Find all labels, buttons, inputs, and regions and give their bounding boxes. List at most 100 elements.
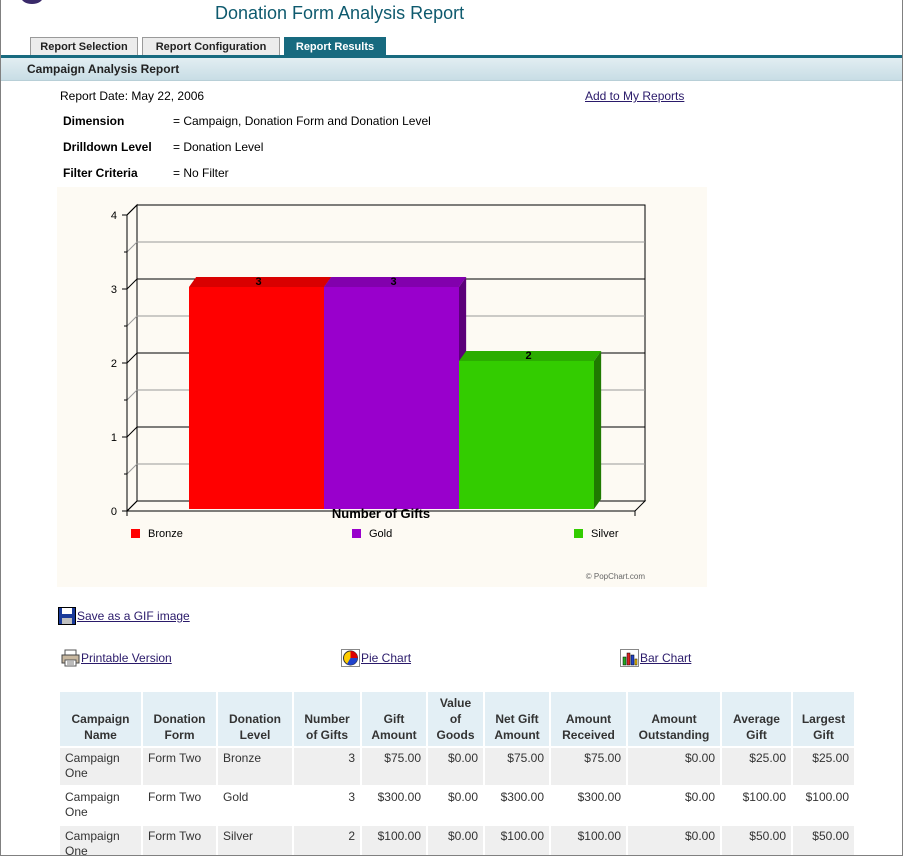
cell-form: Form Two	[143, 826, 216, 855]
data-label: 3	[390, 276, 396, 288]
x-axis-label: Number of Gifts	[332, 506, 430, 521]
header-line: Average	[733, 712, 780, 726]
results-table: Campaign Name Donation Form Donation Level …	[58, 692, 856, 855]
bar-chart-link[interactable]: Bar Chart	[620, 649, 691, 667]
bar-top-silver	[459, 351, 602, 361]
save-gif-label[interactable]: Save as a GIF image	[77, 609, 190, 623]
header-line: of Gifts	[306, 728, 348, 742]
bar-gold	[324, 287, 459, 509]
pie-chart-label[interactable]: Pie Chart	[361, 651, 412, 665]
col-average-gift[interactable]: Average Gift	[722, 692, 791, 748]
cell-level: Gold	[218, 787, 292, 826]
cell-outstanding: $0.00	[628, 826, 720, 855]
tab-report-selection[interactable]: Report Selection	[30, 37, 138, 55]
cell-form: Form Two	[143, 748, 216, 787]
data-label: 3	[255, 276, 261, 288]
col-amount-received[interactable]: Amount Received	[551, 692, 626, 748]
cell-gift-amount: $75.00	[362, 748, 426, 787]
filter-value: = No Filter	[173, 166, 229, 180]
col-donation-level[interactable]: Donation Level	[218, 692, 292, 748]
y-tick-label: 0	[111, 506, 117, 518]
cell-gift-amount: $300.00	[362, 787, 426, 826]
header-line: Received	[562, 728, 615, 742]
printable-version-label[interactable]: Printable Version	[81, 651, 172, 665]
cell-level: Silver	[218, 826, 292, 855]
chart-watermark: © PopChart.com	[586, 572, 646, 581]
grid-line-depth	[126, 389, 138, 401]
pie-chart-link[interactable]: Pie Chart	[341, 649, 411, 667]
printable-version-link[interactable]: Printable Version	[61, 649, 172, 667]
col-campaign-name[interactable]: Campaign Name	[60, 692, 141, 748]
grid-line-depth	[126, 463, 138, 475]
col-largest-gift[interactable]: Largest Gift	[793, 692, 854, 748]
tab-underline	[1, 55, 902, 58]
logo-icon	[21, 0, 43, 4]
y-tick-label: 4	[111, 210, 117, 222]
cell-goods: $0.00	[428, 826, 483, 855]
cell-goods: $0.00	[428, 787, 483, 826]
col-net-gift-amount[interactable]: Net Gift Amount	[485, 692, 549, 748]
cell-average: $100.00	[722, 787, 791, 826]
cell-net: $75.00	[485, 748, 549, 787]
y-tick-label: 1	[111, 432, 117, 444]
y-tick-label: 3	[111, 284, 117, 296]
legend-label-gold: Gold	[369, 528, 392, 540]
page-title: Donation Form Analysis Report	[215, 3, 465, 23]
bar-top-gold	[324, 277, 467, 287]
tab-report-results[interactable]: Report Results	[284, 37, 386, 55]
col-number-of-gifts[interactable]: Number of Gifts	[294, 692, 360, 748]
table-row: Campaign One Form Two Gold 3 $300.00 $0.…	[60, 787, 854, 826]
filter-label: Filter Criteria	[63, 166, 138, 180]
header-line: Donation	[153, 712, 206, 726]
header-line: Gift	[813, 728, 834, 742]
header-line: Largest	[801, 712, 846, 726]
bar-top-bronze	[189, 277, 332, 287]
report-date: Report Date: May 22, 2006	[60, 89, 204, 103]
cell-goods: $0.00	[428, 748, 483, 787]
tab-report-configuration[interactable]: Report Configuration	[142, 37, 280, 55]
section-title: Campaign Analysis Report	[27, 62, 180, 76]
header-line: Goods	[436, 728, 475, 742]
dimension-label: Dimension	[63, 114, 125, 128]
legend-swatch-silver	[574, 529, 583, 538]
add-to-my-reports-link[interactable]: Add to My Reports	[585, 89, 685, 103]
report-date-value: May 22, 2006	[131, 89, 205, 103]
grid-line-depth	[126, 352, 138, 364]
drilldown-label: Drilldown Level	[63, 140, 152, 154]
cell-campaign: Campaign One	[60, 748, 141, 787]
header-line: Amount	[651, 712, 697, 726]
col-gift-amount[interactable]: Gift Amount	[362, 692, 426, 748]
header-line: Amount	[371, 728, 417, 742]
header-line: of	[449, 712, 462, 726]
grid-line-depth	[126, 278, 138, 290]
bar-side-silver	[594, 351, 602, 509]
cell-received: $75.00	[551, 748, 626, 787]
legend-label-silver: Silver	[591, 528, 619, 540]
bar-chart-label[interactable]: Bar Chart	[640, 651, 692, 665]
cell-campaign: Campaign One	[60, 826, 141, 855]
save-gif-link[interactable]: Save as a GIF image	[58, 607, 190, 625]
header-line: Net Gift	[495, 712, 539, 726]
cell-largest: $25.00	[793, 748, 854, 787]
header-line: Gift	[746, 728, 767, 742]
pie-chart-icon	[341, 649, 360, 667]
grid-line-depth	[126, 241, 138, 253]
bar-chart-icon	[620, 649, 639, 667]
dimension-value: = Campaign, Donation Form and Donation L…	[173, 114, 431, 128]
header-line: Gift	[383, 712, 405, 726]
col-donation-form[interactable]: Donation Form	[143, 692, 216, 748]
drilldown-value: = Donation Level	[173, 140, 264, 154]
section-header: Campaign Analysis Report	[1, 58, 902, 81]
cell-gift-amount: $100.00	[362, 826, 426, 855]
grid-line-depth	[126, 204, 138, 216]
cell-received: $300.00	[551, 787, 626, 826]
col-amount-outstanding[interactable]: Amount Outstanding	[628, 692, 720, 748]
table-row: Campaign One Form Two Bronze 3 $75.00 $0…	[60, 748, 854, 787]
cell-gifts: 2	[294, 826, 360, 855]
col-value-of-goods[interactable]: Value of Goods	[428, 692, 483, 748]
cell-campaign: Campaign One	[60, 787, 141, 826]
cell-average: $50.00	[722, 826, 791, 855]
report-date-label: Report Date:	[60, 89, 129, 103]
header-line: Level	[239, 728, 271, 742]
